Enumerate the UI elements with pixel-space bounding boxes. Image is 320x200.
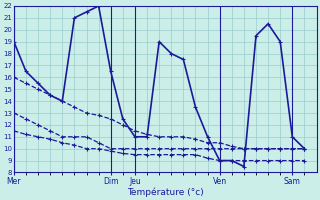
X-axis label: Température (°c): Température (°c)	[127, 187, 204, 197]
